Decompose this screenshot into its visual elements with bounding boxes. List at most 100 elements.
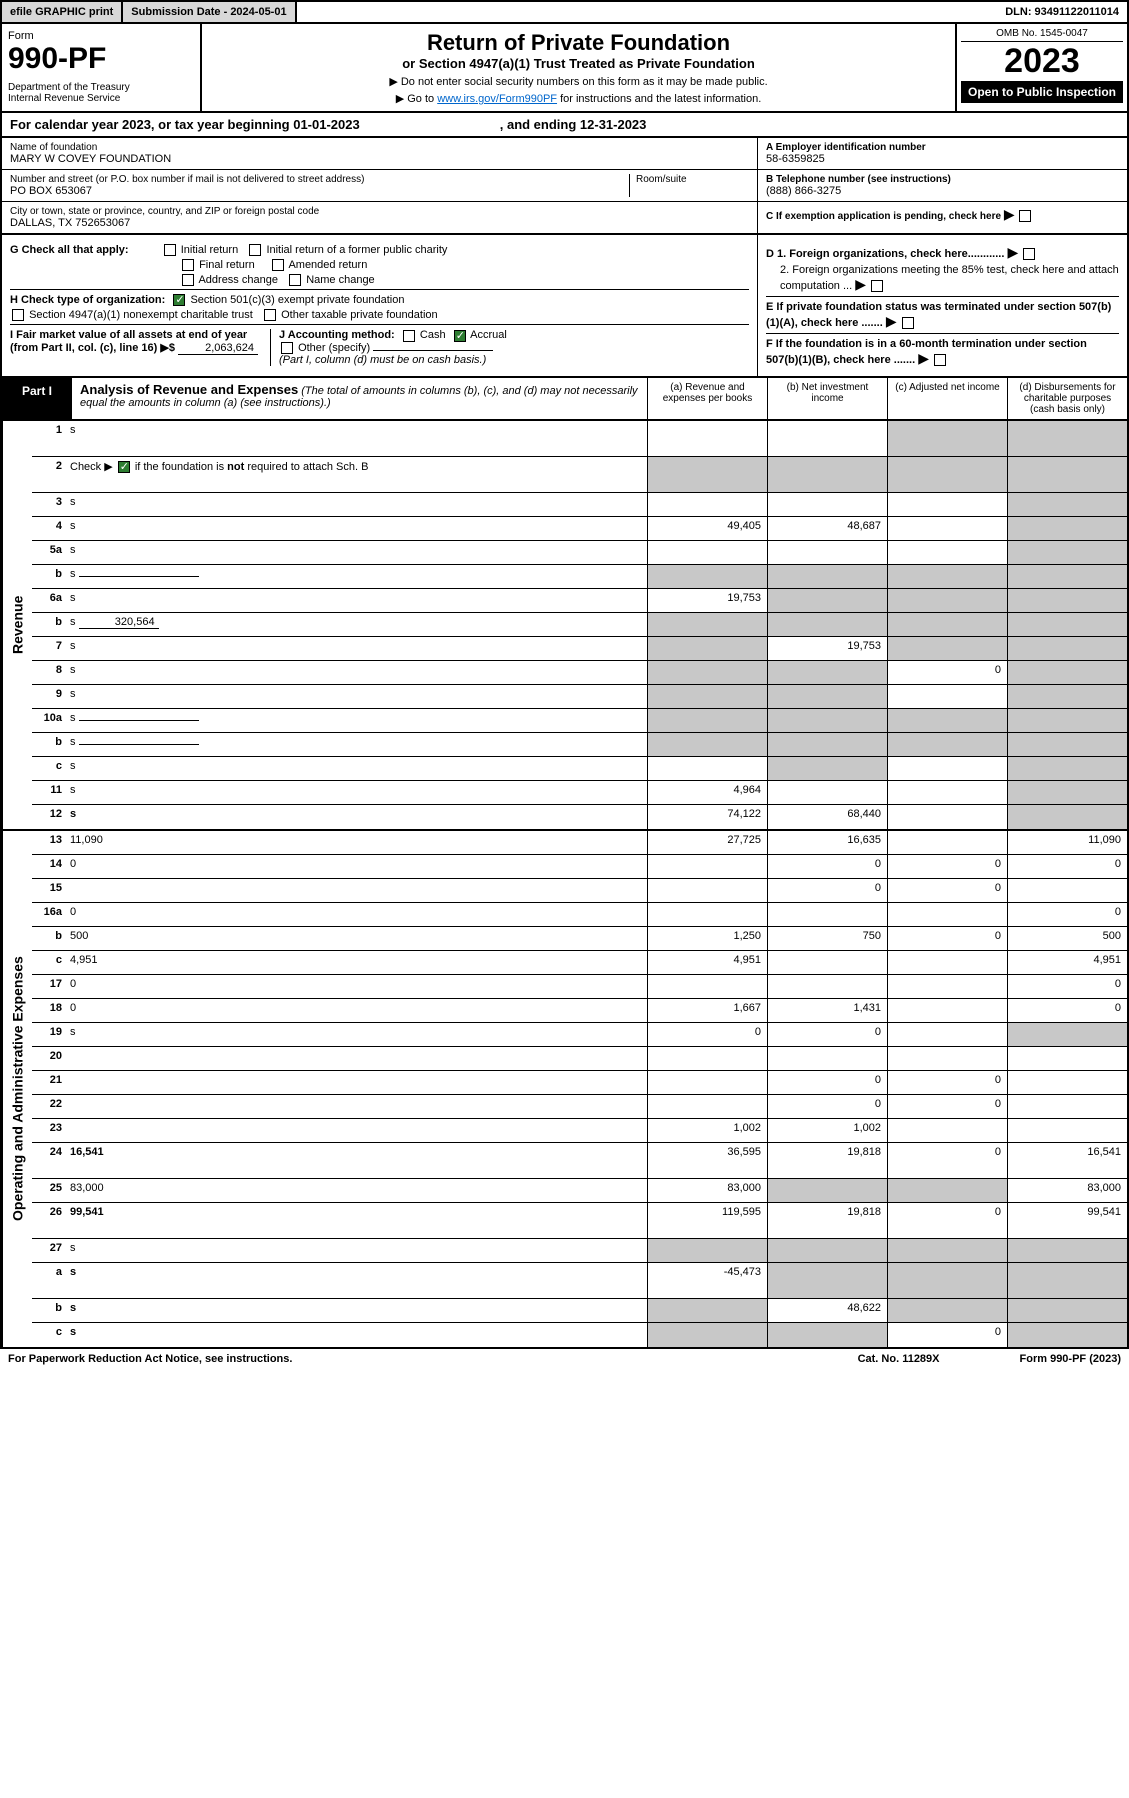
row-desc: s [66, 637, 647, 660]
form-header: Form 990-PF Department of the Treasury I… [0, 24, 1129, 113]
g-initial-former-checkbox[interactable] [249, 244, 261, 256]
check-section: G Check all that apply: Initial return I… [0, 235, 1129, 378]
table-row: 12s74,12268,440 [32, 805, 1127, 829]
g-opt-0: Initial return [181, 244, 238, 256]
row-number: 11 [32, 781, 66, 804]
row-desc: s [66, 757, 647, 780]
arrow-icon: ▶ [886, 313, 897, 329]
cell-d: 99,541 [1007, 1203, 1127, 1238]
table-row: 231,0021,002 [32, 1119, 1127, 1143]
row-desc: s [66, 493, 647, 516]
cell-b: 19,818 [767, 1143, 887, 1178]
revenue-table: Revenue 1s2Check ▶ if the foundation is … [0, 421, 1129, 831]
arrow-icon: ▶ [855, 276, 866, 292]
cell-d: 0 [1007, 999, 1127, 1022]
d2-label: 2. Foreign organizations meeting the 85%… [780, 264, 1119, 292]
cell-a: 4,951 [647, 951, 767, 974]
cell-a [647, 903, 767, 926]
form-header-center: Return of Private Foundation or Section … [202, 24, 957, 111]
g-initial-checkbox[interactable] [164, 244, 176, 256]
f-checkbox[interactable] [934, 354, 946, 366]
cell-d [1007, 1239, 1127, 1262]
cell-c [887, 517, 1007, 540]
schb-checkbox[interactable] [118, 461, 130, 473]
submission-date: Submission Date - 2024-05-01 [123, 2, 296, 22]
cell-b [767, 757, 887, 780]
arrow-icon: ▶ [918, 350, 929, 366]
cell-c: 0 [887, 879, 1007, 902]
cell-b: 1,431 [767, 999, 887, 1022]
cell-a [647, 757, 767, 780]
c-checkbox[interactable] [1019, 210, 1031, 222]
cell-c [887, 493, 1007, 516]
table-row: b5001,2507500500 [32, 927, 1127, 951]
g-address-checkbox[interactable] [182, 274, 194, 286]
cell-d [1007, 613, 1127, 636]
row-number: 4 [32, 517, 66, 540]
row-desc: 0 [66, 999, 647, 1022]
e-checkbox[interactable] [902, 317, 914, 329]
cell-d [1007, 709, 1127, 732]
d2-checkbox[interactable] [871, 280, 883, 292]
cell-c [887, 999, 1007, 1022]
cell-b [767, 1323, 887, 1347]
cell-d [1007, 685, 1127, 708]
j-cash-checkbox[interactable] [403, 330, 415, 342]
g-opt-1: Initial return of a former public charit… [266, 244, 447, 256]
g-final-checkbox[interactable] [182, 259, 194, 271]
j-note: (Part I, column (d) must be on cash basi… [279, 354, 486, 366]
j-accrual-checkbox[interactable] [454, 330, 466, 342]
form-header-right: OMB No. 1545-0047 2023 Open to Public In… [957, 24, 1127, 111]
row-desc [66, 1047, 647, 1070]
cell-c [887, 1263, 1007, 1298]
cell-a [647, 879, 767, 902]
cell-d: 0 [1007, 903, 1127, 926]
revenue-side-label: Revenue [2, 421, 32, 829]
room-label: Room/suite [636, 174, 749, 185]
cell-c [887, 589, 1007, 612]
cell-a [647, 661, 767, 684]
irs-link[interactable]: www.irs.gov/Form990PF [437, 93, 557, 105]
col-a-head: (a) Revenue and expenses per books [647, 378, 767, 419]
g-amended-checkbox[interactable] [272, 259, 284, 271]
row-number: c [32, 1323, 66, 1347]
j-other-checkbox[interactable] [281, 342, 293, 354]
address-cell: Number and street (or P.O. box number if… [2, 170, 757, 202]
arrow-icon: ▶ [1004, 206, 1015, 222]
h-other-checkbox[interactable] [264, 309, 276, 321]
cell-c [887, 457, 1007, 492]
cell-d [1007, 1071, 1127, 1094]
address: PO BOX 653067 [10, 185, 92, 197]
cell-d [1007, 879, 1127, 902]
cell-a [647, 1239, 767, 1262]
row-desc: s [66, 1023, 647, 1046]
h-label: H Check type of organization: [10, 294, 165, 306]
cell-b [767, 709, 887, 732]
cell-b [767, 661, 887, 684]
cell-d: 4,951 [1007, 951, 1127, 974]
g-name-checkbox[interactable] [289, 274, 301, 286]
row-desc: s [66, 1239, 647, 1262]
cell-c [887, 951, 1007, 974]
row-number: b [32, 565, 66, 588]
row-desc: s [66, 805, 647, 829]
table-row: 1500 [32, 879, 1127, 903]
part1-title-cell: Analysis of Revenue and Expenses (The to… [72, 378, 647, 419]
table-row: 19s00 [32, 1023, 1127, 1047]
cell-d: 500 [1007, 927, 1127, 950]
cell-b: 0 [767, 879, 887, 902]
cell-b [767, 975, 887, 998]
cell-d [1007, 1299, 1127, 1322]
row-number: 16a [32, 903, 66, 926]
cell-b [767, 1047, 887, 1070]
h-4947-checkbox[interactable] [12, 309, 24, 321]
row-desc: 16,541 [66, 1143, 647, 1178]
cell-a: 36,595 [647, 1143, 767, 1178]
h-501c3-checkbox[interactable] [173, 294, 185, 306]
cell-b [767, 493, 887, 516]
d1-checkbox[interactable] [1023, 248, 1035, 260]
efile-print-button[interactable]: efile GRAPHIC print [2, 2, 123, 22]
cell-a [647, 685, 767, 708]
cell-c [887, 1239, 1007, 1262]
c-label: C If exemption application is pending, c… [766, 211, 1001, 222]
